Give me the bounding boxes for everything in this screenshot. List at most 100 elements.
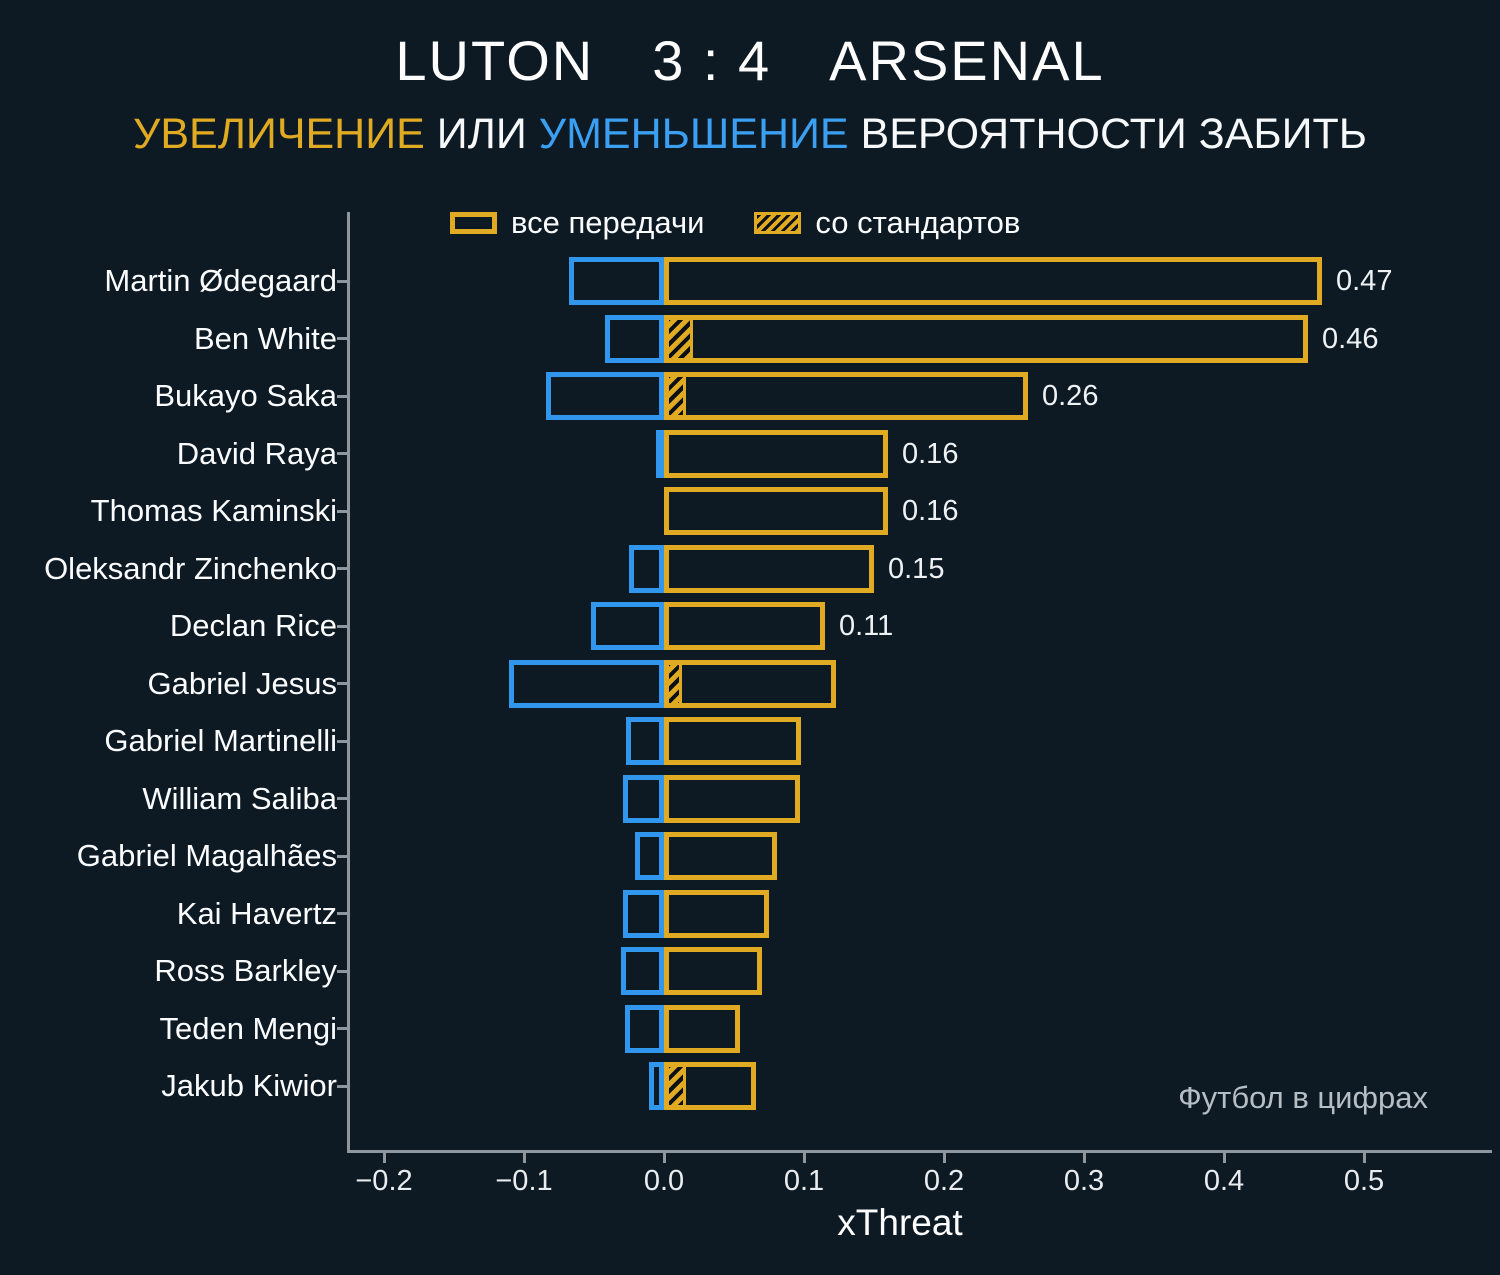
y-tick (337, 567, 347, 570)
bar-decrease (623, 889, 664, 938)
player-label: Declan Rice (169, 608, 337, 643)
bar-value-label: 0.16 (902, 495, 959, 527)
bar-all-passes (664, 1004, 740, 1053)
x-axis-spine (347, 1150, 1492, 1153)
bar-decrease (591, 602, 664, 650)
bar-all-passes (664, 659, 837, 708)
player-label: Martin Ødegaard (104, 263, 337, 298)
bar-all-passes (664, 774, 800, 823)
bar-decrease (626, 717, 664, 765)
home-team: LUTON (395, 29, 595, 92)
y-tick (337, 912, 347, 915)
bar-all-passes (664, 257, 1322, 305)
bar-value-label: 0.15 (888, 552, 945, 585)
bar-decrease (648, 1062, 664, 1110)
bar-decrease (634, 832, 664, 880)
x-tick (802, 1153, 806, 1163)
y-tick (337, 509, 347, 513)
bar-decrease (629, 544, 664, 593)
match-score: 3 : 4 (652, 29, 772, 92)
bar-value-label: 0.47 (1336, 265, 1393, 297)
subtitle-part: ИЛИ (424, 110, 539, 158)
legend-swatch-set-pieces (754, 212, 802, 234)
watermark: Футбол в цифрах (1178, 1080, 1428, 1115)
bar-all-passes (664, 314, 1308, 363)
y-tick (337, 739, 347, 743)
y-tick (337, 394, 347, 398)
bar-decrease (623, 774, 664, 823)
y-tick (337, 337, 347, 340)
bar-decrease (546, 372, 664, 420)
bar-all-passes (664, 832, 778, 880)
y-tick (337, 797, 347, 800)
subtitle-part: УМЕНЬШЕНИЕ (538, 110, 849, 158)
bar-value-label: 0.46 (1322, 322, 1379, 355)
player-label: Ross Barkley (154, 953, 337, 988)
player-label: Gabriel Martinelli (104, 723, 337, 758)
bar-all-passes (664, 889, 769, 938)
player-label: David Raya (176, 435, 337, 471)
y-tick (337, 279, 347, 283)
legend-label-all-passes: все передачи (511, 205, 705, 240)
bar-decrease (605, 314, 664, 363)
player-label: Thomas Kaminski (90, 493, 337, 528)
x-tick-label: 0.0 (643, 1165, 685, 1197)
x-tick-label: 0.3 (1063, 1165, 1105, 1197)
player-label: Bukayo Saka (154, 378, 337, 413)
bar-decrease (655, 429, 666, 478)
y-axis-spine (347, 212, 350, 1153)
subtitle-part: УВЕЛИЧЕНИЕ (133, 110, 425, 158)
legend-label-set-pieces: со стандартов (815, 205, 1021, 240)
y-tick (337, 1027, 347, 1030)
x-tick-label: −0.1 (495, 1165, 553, 1197)
player-label: Jakub Kiwior (161, 1068, 337, 1103)
x-tick-label: 0.5 (1343, 1165, 1385, 1197)
x-tick (1222, 1153, 1226, 1163)
player-label: Ben White (193, 320, 337, 356)
player-label: Kai Havertz (176, 895, 337, 931)
x-tick-label: −0.2 (355, 1165, 413, 1197)
match-title: LUTON 3 : 4 ARSENAL (0, 28, 1500, 93)
y-tick (337, 452, 347, 455)
bar-all-passes (664, 544, 874, 593)
y-tick (337, 854, 347, 858)
y-tick (337, 1084, 347, 1088)
x-tick (1362, 1153, 1366, 1163)
x-tick (1082, 1153, 1086, 1163)
bar-all-passes (664, 487, 888, 535)
legend-swatch-all-passes (450, 212, 497, 234)
player-label: Oleksandr Zinchenko (44, 550, 337, 586)
x-tick (662, 1153, 666, 1163)
bar-all-passes (664, 429, 888, 478)
away-team: ARSENAL (829, 29, 1105, 92)
chart-legend: все передачи со стандартов (450, 205, 1056, 241)
player-label: William Saliba (142, 780, 337, 816)
y-tick (337, 969, 347, 973)
bar-all-passes (664, 602, 825, 650)
x-axis-title: xThreat (837, 1202, 963, 1243)
bar-value-label: 0.11 (839, 610, 894, 642)
bar-decrease (620, 947, 664, 995)
y-tick (337, 624, 347, 628)
x-tick-label: 0.1 (783, 1165, 825, 1197)
bar-value-label: 0.16 (902, 437, 959, 470)
player-label: Gabriel Magalhães (76, 838, 337, 873)
y-tick (337, 682, 347, 685)
subtitle-part: ВЕРОЯТНОСТИ ЗАБИТЬ (848, 110, 1367, 158)
bar-decrease (508, 659, 664, 708)
x-tick-label: 0.2 (923, 1165, 965, 1197)
x-tick-label: 0.4 (1203, 1165, 1245, 1197)
player-label: Gabriel Jesus (147, 665, 337, 701)
x-tick (522, 1153, 526, 1163)
bar-all-passes (664, 717, 802, 765)
bar-all-passes (664, 1062, 757, 1110)
x-tick (382, 1153, 386, 1163)
bar-decrease (568, 257, 664, 305)
bar-all-passes (664, 372, 1028, 420)
bar-decrease (624, 1004, 664, 1053)
player-label: Teden Mengi (159, 1010, 337, 1046)
chart-subtitle: УВЕЛИЧЕНИЕ ИЛИ УМЕНЬШЕНИЕ ВЕРОЯТНОСТИ ЗА… (0, 110, 1500, 159)
x-tick (942, 1153, 946, 1163)
bar-all-passes (664, 947, 762, 995)
